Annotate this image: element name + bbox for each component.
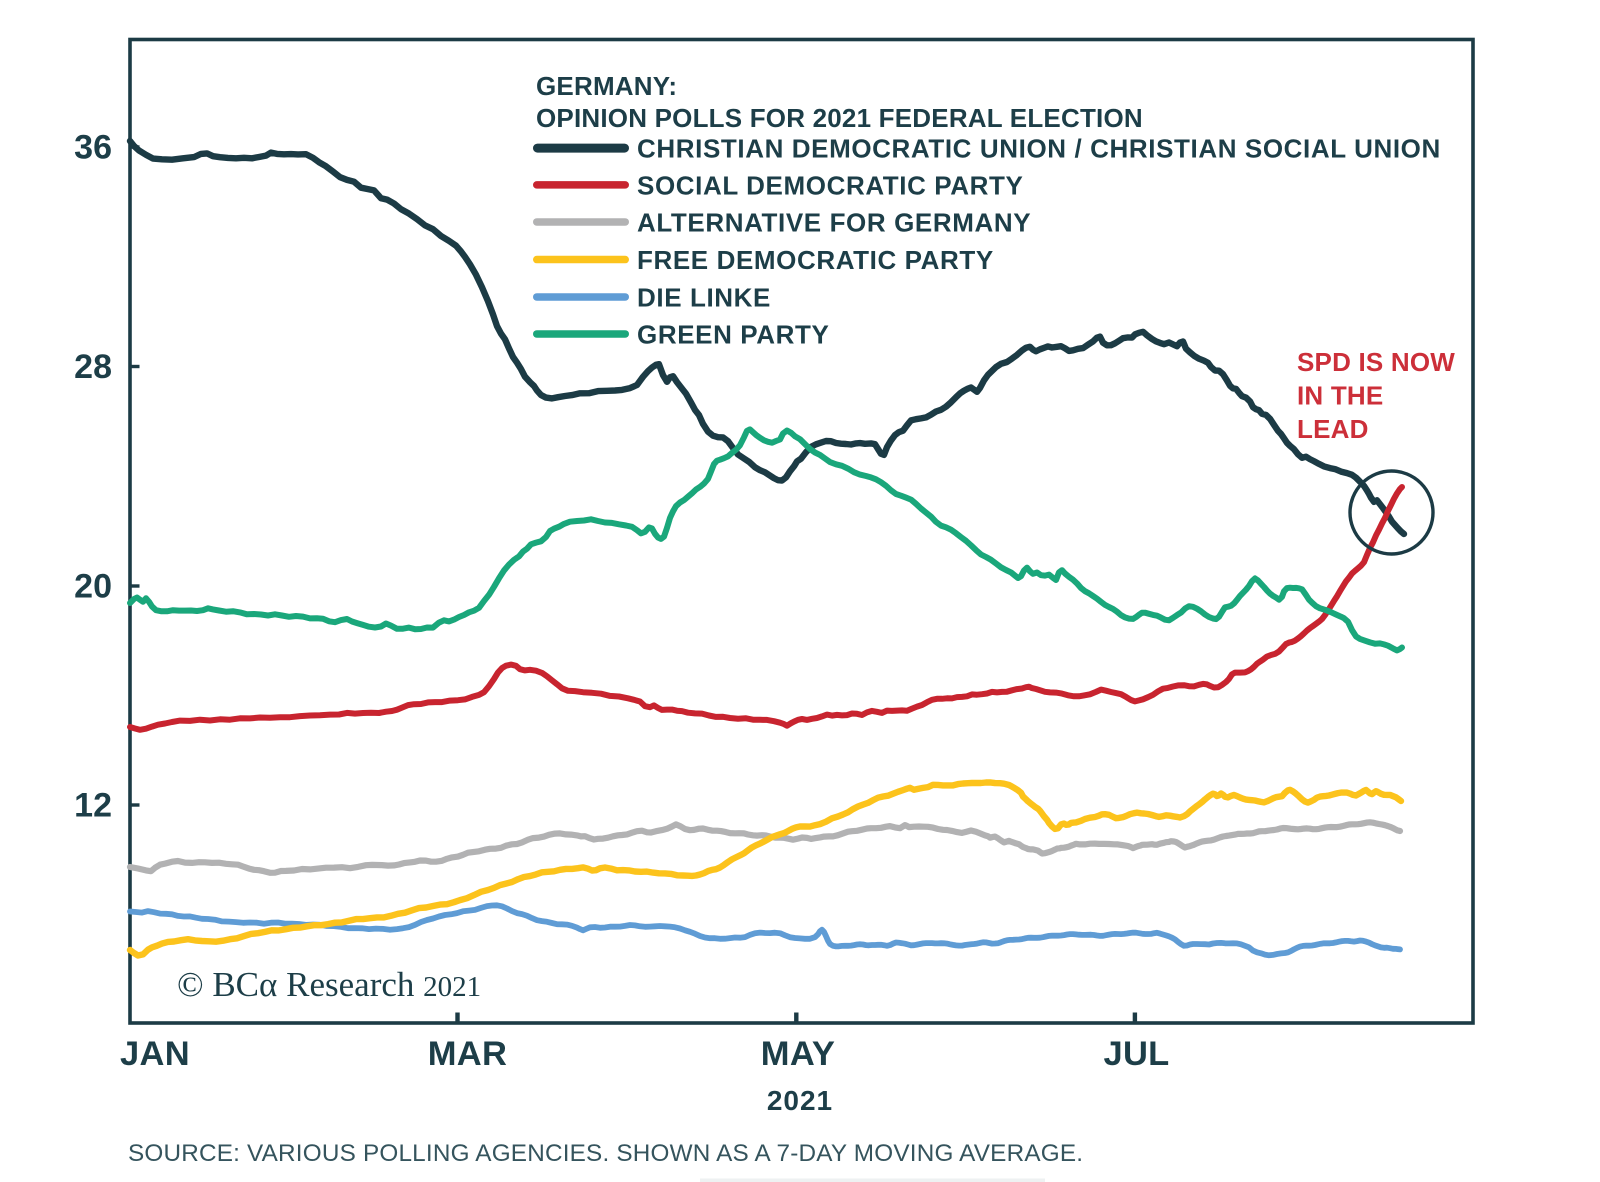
svg-text:IN THE: IN THE [1297, 381, 1383, 411]
svg-text:JUL: JUL [1103, 1035, 1169, 1073]
svg-text:CHRISTIAN DEMOCRATIC UNION / C: CHRISTIAN DEMOCRATIC UNION / CHRISTIAN S… [637, 134, 1441, 164]
svg-text:12: 12 [74, 787, 112, 825]
svg-text:GERMANY:: GERMANY: [536, 71, 677, 101]
svg-text:MAR: MAR [428, 1035, 507, 1073]
svg-text:SOURCE: VARIOUS POLLING AGENCI: SOURCE: VARIOUS POLLING AGENCIES. SHOWN … [128, 1140, 1083, 1167]
svg-text:ALTERNATIVE FOR GERMANY: ALTERNATIVE FOR GERMANY [637, 208, 1031, 238]
svg-text:© BCα Research 2021: © BCα Research 2021 [177, 965, 481, 1004]
svg-text:DIE LINKE: DIE LINKE [637, 283, 771, 313]
svg-text:LEAD: LEAD [1297, 414, 1369, 444]
svg-text:28: 28 [74, 348, 112, 386]
svg-text:SOCIAL DEMOCRATIC PARTY: SOCIAL DEMOCRATIC PARTY [637, 170, 1023, 200]
svg-text:36: 36 [74, 129, 112, 167]
svg-text:GREEN PARTY: GREEN PARTY [637, 320, 829, 350]
svg-text:OPINION POLLS FOR 2021 FEDERAL: OPINION POLLS FOR 2021 FEDERAL ELECTION [536, 103, 1143, 133]
svg-text:SPD IS NOW: SPD IS NOW [1297, 347, 1455, 377]
svg-text:20: 20 [74, 568, 112, 606]
svg-text:MAY: MAY [761, 1035, 835, 1073]
svg-text:JAN: JAN [120, 1035, 190, 1073]
svg-text:FREE DEMOCRATIC PARTY: FREE DEMOCRATIC PARTY [637, 245, 994, 275]
svg-text:2021: 2021 [767, 1085, 833, 1116]
